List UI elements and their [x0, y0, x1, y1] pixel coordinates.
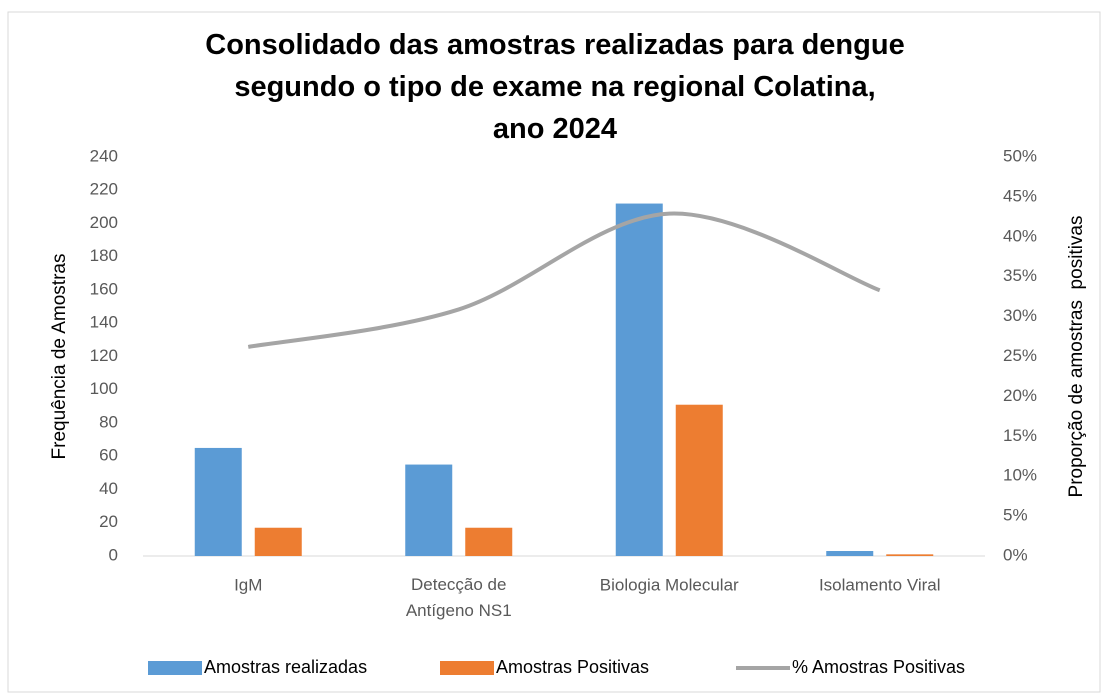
x-tick-label: Isolamento Viral — [819, 575, 941, 594]
legend-swatch — [148, 661, 202, 675]
bar — [826, 551, 874, 556]
line — [247, 211, 881, 349]
y2-tick-label: 15% — [1003, 426, 1037, 445]
y2-tick-label: 30% — [1003, 306, 1037, 325]
y-tick-label: 200 — [90, 213, 118, 232]
legend-label: Amostras realizadas — [204, 657, 367, 677]
y-tick-label: 220 — [90, 180, 118, 199]
bar — [194, 447, 242, 556]
y-tick-label: 40 — [99, 479, 118, 498]
bar — [675, 404, 723, 556]
chart-title: Consolidado das amostras realizadas para… — [205, 29, 904, 145]
legend-label: % Amostras Positivas — [792, 657, 965, 677]
y2-tick-label: 45% — [1003, 186, 1037, 205]
y2-tick-label: 0% — [1003, 545, 1028, 564]
y2-tick-label: 50% — [1003, 146, 1037, 165]
bar — [615, 203, 663, 557]
y-tick-label: 240 — [90, 146, 118, 165]
x-tick-label: Biologia Molecular — [600, 575, 739, 594]
chart-border — [7, 11, 1101, 693]
y2-tick-label: 40% — [1003, 226, 1037, 245]
bar — [254, 527, 302, 556]
y2-axis-label: Proporção de amostras positivas — [1066, 216, 1087, 498]
y-tick-label: 100 — [90, 379, 118, 398]
y-tick-label: 20 — [99, 512, 118, 531]
y2-tick-label: 20% — [1003, 386, 1037, 405]
bar — [886, 554, 934, 556]
legend-swatch — [440, 661, 494, 675]
y-tick-label: 180 — [90, 246, 118, 265]
y2-tick-label: 25% — [1003, 346, 1037, 365]
y-tick-label: 160 — [90, 279, 118, 298]
legend-label: Amostras Positivas — [496, 657, 649, 677]
x-tick-label: IgM — [234, 575, 262, 594]
bar — [405, 464, 453, 556]
y-tick-label: 120 — [90, 346, 118, 365]
y-tick-label: 140 — [90, 313, 118, 332]
y2-tick-label: 35% — [1003, 266, 1037, 285]
y2-tick-label: 10% — [1003, 466, 1037, 485]
bar — [465, 527, 513, 556]
y-tick-label: 60 — [99, 446, 118, 465]
y2-tick-label: 5% — [1003, 506, 1028, 525]
y-tick-label: 80 — [99, 412, 118, 431]
x-tick-label: Detecção de Antígeno NS1 — [406, 575, 512, 620]
y-axis-label: Frequência de Amostras — [49, 254, 70, 460]
y-tick-label: 0 — [109, 545, 118, 564]
